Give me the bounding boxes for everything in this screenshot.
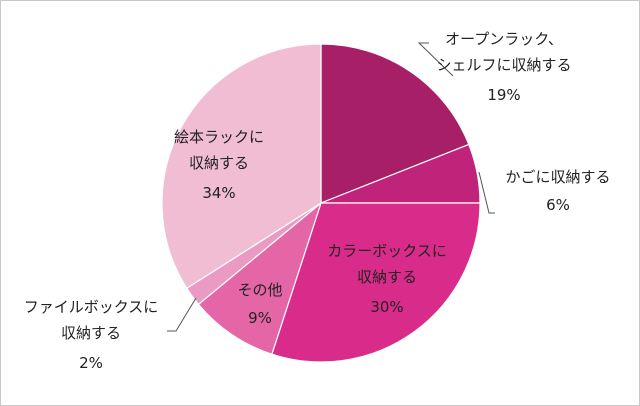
leader-line-5 bbox=[167, 297, 197, 332]
slice-label-1-line-1: オープンラック、 bbox=[445, 30, 563, 48]
pie-slice-4 bbox=[197, 201, 323, 355]
pie-slice-3 bbox=[271, 202, 481, 363]
slice-label-3-line-1: カラーボックスに bbox=[327, 242, 447, 260]
leader-line-1 bbox=[417, 42, 454, 77]
slice-label-6-line-1: 絵本ラックに bbox=[174, 128, 264, 146]
slice-label-2-line-1: かごに収納する bbox=[505, 168, 610, 186]
slice-label-6-line-2: 収納する bbox=[189, 154, 249, 172]
slice-label-5-line-2: 収納する bbox=[61, 324, 121, 342]
slice-label-4-line-1: その他 bbox=[237, 281, 282, 299]
leader-line-2 bbox=[478, 171, 495, 214]
data-label-4: 9% bbox=[248, 309, 272, 327]
pie-slice-1 bbox=[320, 43, 470, 204]
data-label-5: 2% bbox=[79, 354, 103, 372]
slice-label-3-line-2: 収納する bbox=[357, 268, 417, 286]
slice-label-1-line-2: シェルフに収納する bbox=[436, 56, 571, 74]
slice-label-5-line-1: ファイルボックスに bbox=[24, 298, 159, 316]
pie-slice-6 bbox=[161, 43, 322, 290]
data-label-3: 30% bbox=[370, 298, 403, 316]
data-label-2: 6% bbox=[546, 196, 570, 214]
data-label-6: 34% bbox=[202, 184, 235, 202]
data-label-1: 19% bbox=[487, 86, 520, 104]
